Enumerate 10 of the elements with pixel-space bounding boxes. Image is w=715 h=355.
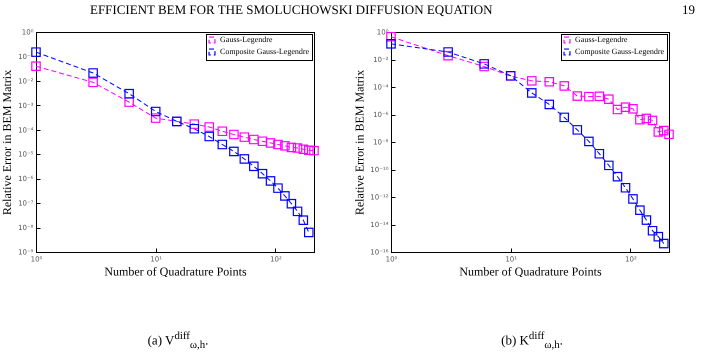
y-axis-title: Relative Error in BEM Matrix [0, 70, 14, 216]
legend-label: Composite Gauss-Legendre [220, 47, 310, 56]
legend-label: Composite Gauss-Legendre [575, 47, 665, 56]
legend-label: Gauss-Legendre [575, 35, 628, 44]
text: (a) V$^{diff}$$_{ω,h}$. [146, 330, 210, 351]
text: (b) K$^{diff}$$_{ω,h}$. [500, 330, 564, 351]
legend-label: Gauss-Legendre [220, 35, 273, 44]
y-axis-title: Relative Error in BEM Matrix [352, 70, 366, 216]
text: EFFICIENT BEM FOR THE SMOLUCHOWSKI DIFFUSION EQUATION [90, 2, 493, 18]
text: 19 [682, 2, 695, 18]
